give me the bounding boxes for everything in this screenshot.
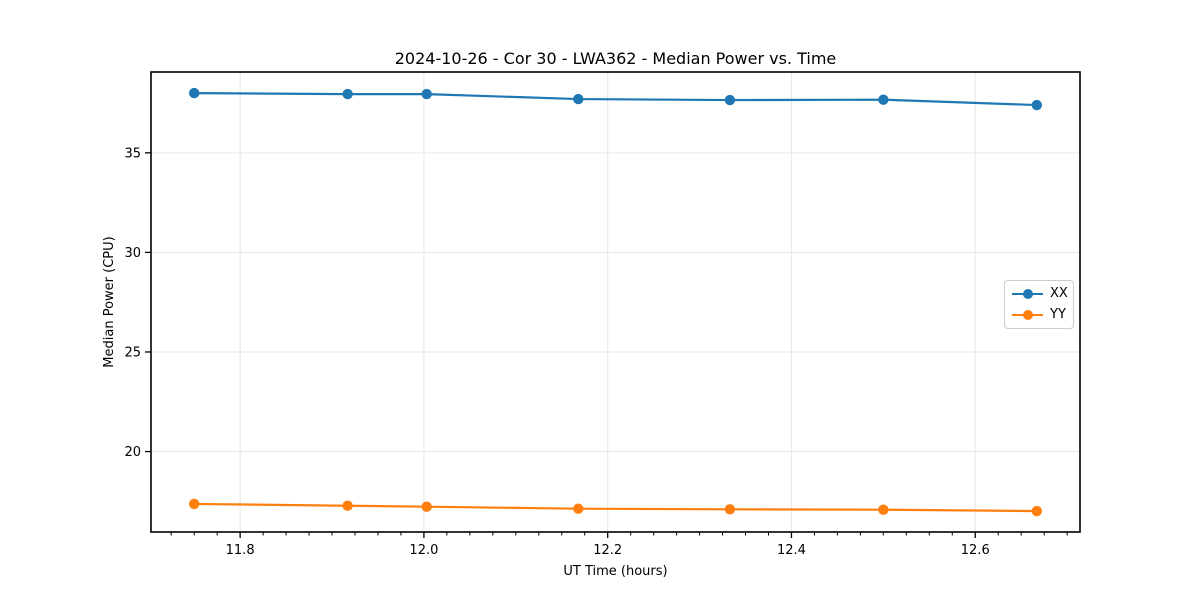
legend-line-marker-icon xyxy=(1012,289,1043,300)
data-point-xx xyxy=(878,94,889,105)
x-tick-label: 12.0 xyxy=(409,543,438,558)
y-tick-label: 30 xyxy=(124,246,141,261)
data-point-xx xyxy=(342,88,353,100)
legend-label: XX xyxy=(1050,286,1068,301)
y-tick-label: 25 xyxy=(124,345,141,360)
data-point-yy xyxy=(724,504,736,515)
data-point-xx xyxy=(188,87,200,99)
y-tick-label: 20 xyxy=(124,445,141,460)
data-point-xx xyxy=(1031,99,1043,111)
plot-border xyxy=(150,71,1081,533)
chart-title: 2024-10-26 - Cor 30 - LWA362 - Median Po… xyxy=(395,49,837,68)
series-line-xx xyxy=(193,92,1038,107)
y-axis-label: Median Power (CPU) xyxy=(102,236,117,367)
x-tick-label: 12.4 xyxy=(777,543,806,558)
legend-line-marker-icon xyxy=(1012,310,1043,321)
data-point-xx xyxy=(573,93,584,105)
data-point-yy xyxy=(573,503,584,514)
data-point-yy xyxy=(421,501,432,512)
legend-label: YY xyxy=(1050,307,1066,322)
legend: XX YY xyxy=(1004,280,1074,329)
x-tick-label: 12.2 xyxy=(593,543,622,558)
x-axis-label: UT Time (hours) xyxy=(563,564,667,579)
legend-item-yy: YY xyxy=(1012,307,1066,322)
x-tick-label: 11.8 xyxy=(226,543,255,558)
data-point-xx xyxy=(724,94,736,106)
data-point-yy xyxy=(1031,505,1043,517)
data-point-yy xyxy=(878,504,889,515)
series-line-yy xyxy=(193,502,1038,513)
x-tick-label: 12.6 xyxy=(961,543,990,558)
data-point-yy xyxy=(342,500,353,511)
y-tick-label: 35 xyxy=(124,146,141,161)
legend-item-xx: XX xyxy=(1012,286,1068,301)
data-point-yy xyxy=(188,498,200,510)
data-point-xx xyxy=(421,88,432,100)
